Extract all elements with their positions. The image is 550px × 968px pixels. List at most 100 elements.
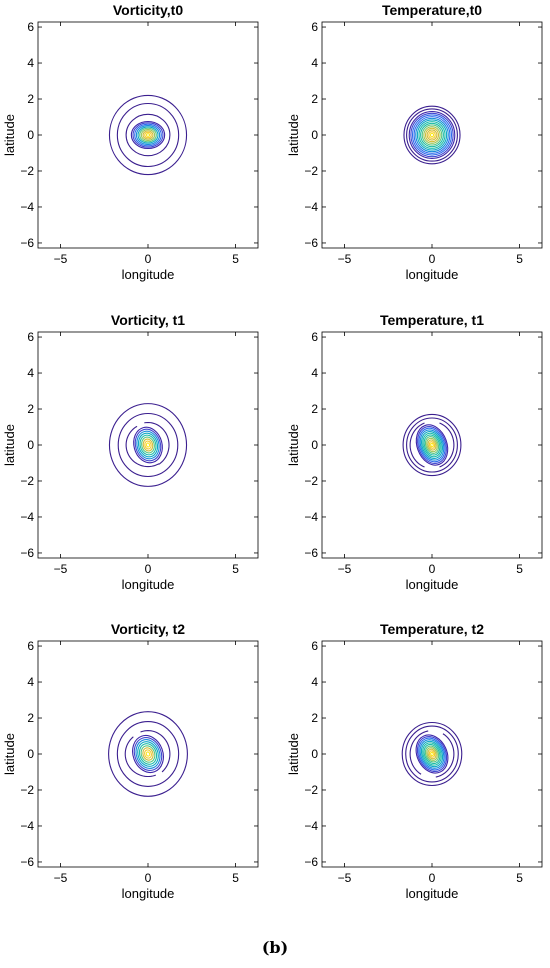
contour-level bbox=[137, 741, 159, 767]
contour-ring bbox=[108, 94, 188, 176]
y-tick-label: 2 bbox=[311, 711, 318, 725]
contour-level bbox=[137, 126, 159, 144]
panel-title: Vorticity, t1 bbox=[111, 312, 185, 328]
x-tick-label: 0 bbox=[429, 562, 436, 576]
x-tick-label: 5 bbox=[516, 252, 523, 266]
contour-level bbox=[426, 437, 438, 453]
contour-level bbox=[420, 431, 444, 459]
x-tick-label: −5 bbox=[338, 252, 352, 266]
contour-level bbox=[426, 747, 438, 761]
contour-level bbox=[423, 743, 441, 765]
x-axis-label: longitude bbox=[406, 886, 459, 901]
contour-arc bbox=[125, 425, 160, 468]
y-tick-label: 4 bbox=[27, 366, 34, 380]
y-tick-label: 4 bbox=[311, 366, 318, 380]
y-tick-label: 0 bbox=[27, 438, 34, 452]
contour-level bbox=[138, 743, 158, 765]
x-tick-label: 5 bbox=[232, 252, 239, 266]
contour-level bbox=[420, 740, 444, 768]
contour-ring bbox=[405, 725, 459, 783]
contour-level bbox=[133, 426, 163, 464]
y-tick-label: −6 bbox=[20, 546, 34, 560]
y-tick-label: 2 bbox=[311, 92, 318, 106]
y-tick-label: −2 bbox=[20, 164, 34, 178]
contour-arc bbox=[124, 736, 156, 778]
y-tick-label: −2 bbox=[20, 474, 34, 488]
contour-level bbox=[136, 430, 160, 460]
contour-level bbox=[416, 736, 448, 772]
y-tick-label: −4 bbox=[20, 200, 34, 214]
y-tick-label: 0 bbox=[27, 128, 34, 142]
y-tick-label: 6 bbox=[311, 20, 318, 34]
contour-level bbox=[423, 434, 441, 456]
contour-ring bbox=[108, 711, 188, 797]
contour-level bbox=[419, 429, 445, 461]
contour-arc bbox=[140, 730, 171, 773]
contour-panel-3: Vorticity, t1 −5 0 5 −6 −4 −2 0 2 4 6 longitude lati… bbox=[2, 312, 259, 592]
panel-title: Temperature, t2 bbox=[380, 621, 484, 637]
y-tick-label: 0 bbox=[311, 747, 318, 761]
contour-level bbox=[428, 441, 436, 449]
x-axis-label: longitude bbox=[122, 886, 175, 901]
contour-level bbox=[135, 739, 161, 769]
contour-ring bbox=[402, 413, 462, 477]
contour-level bbox=[134, 428, 162, 462]
panel-title: Temperature, t1 bbox=[380, 312, 484, 328]
y-tick-label: 0 bbox=[311, 438, 318, 452]
y-tick-label: 6 bbox=[311, 639, 318, 653]
y-tick-label: −2 bbox=[304, 783, 318, 797]
contour-level bbox=[130, 120, 166, 150]
x-axis-label: longitude bbox=[122, 267, 175, 282]
contour-level bbox=[418, 737, 446, 771]
y-tick-label: 6 bbox=[27, 639, 34, 653]
contour-panel-5: Vorticity, t2 −5 0 5 −6 −4 −2 0 2 4 6 longitude lati… bbox=[2, 621, 259, 901]
contour-arc bbox=[439, 422, 455, 468]
contour-level bbox=[144, 131, 152, 139]
contour-arc bbox=[409, 730, 429, 775]
x-tick-label: 5 bbox=[232, 562, 239, 576]
y-tick-label: −4 bbox=[304, 200, 318, 214]
x-tick-label: 5 bbox=[516, 562, 523, 576]
contour-level bbox=[417, 426, 447, 464]
contour-level bbox=[416, 119, 448, 151]
contour-ring bbox=[406, 108, 458, 162]
contour-level bbox=[426, 129, 438, 141]
contour-ring bbox=[403, 105, 461, 165]
x-tick-label: 5 bbox=[232, 871, 239, 885]
contour-level bbox=[430, 442, 434, 448]
x-tick-label: −5 bbox=[338, 562, 352, 576]
x-tick-label: 0 bbox=[145, 562, 152, 576]
y-tick-label: 2 bbox=[27, 92, 34, 106]
contour-level bbox=[424, 745, 440, 763]
figure-label: (b) bbox=[261, 938, 289, 957]
contour-level bbox=[144, 440, 152, 450]
x-tick-label: −5 bbox=[54, 252, 68, 266]
contour-level bbox=[145, 751, 151, 757]
y-tick-label: −2 bbox=[20, 783, 34, 797]
y-tick-label: 2 bbox=[27, 711, 34, 725]
y-axis-label: latitude bbox=[286, 424, 301, 466]
y-tick-label: −6 bbox=[304, 236, 318, 250]
contour-level bbox=[428, 131, 436, 139]
y-tick-label: 2 bbox=[311, 402, 318, 416]
contour-ring bbox=[108, 403, 188, 487]
contour-arc bbox=[144, 421, 170, 465]
y-tick-label: −4 bbox=[20, 819, 34, 833]
contour-level bbox=[410, 112, 454, 158]
contour-panel-2: Temperature,t0 −5 0 5 −6 −4 −2 0 2 4 6 longitude lat… bbox=[286, 2, 543, 282]
contour-level bbox=[420, 122, 444, 148]
contour-level bbox=[137, 432, 159, 458]
y-tick-label: −4 bbox=[304, 819, 318, 833]
y-tick-label: −4 bbox=[20, 510, 34, 524]
contour-level bbox=[415, 117, 449, 153]
contour-level bbox=[429, 132, 435, 138]
y-tick-label: −2 bbox=[304, 164, 318, 178]
x-tick-label: 0 bbox=[145, 252, 152, 266]
panel-title: Temperature,t0 bbox=[382, 2, 482, 18]
contour-level bbox=[132, 122, 164, 148]
contour-level bbox=[430, 751, 434, 757]
y-axis-label: latitude bbox=[286, 114, 301, 156]
contour-level bbox=[411, 114, 453, 156]
axes-frame bbox=[321, 640, 543, 868]
